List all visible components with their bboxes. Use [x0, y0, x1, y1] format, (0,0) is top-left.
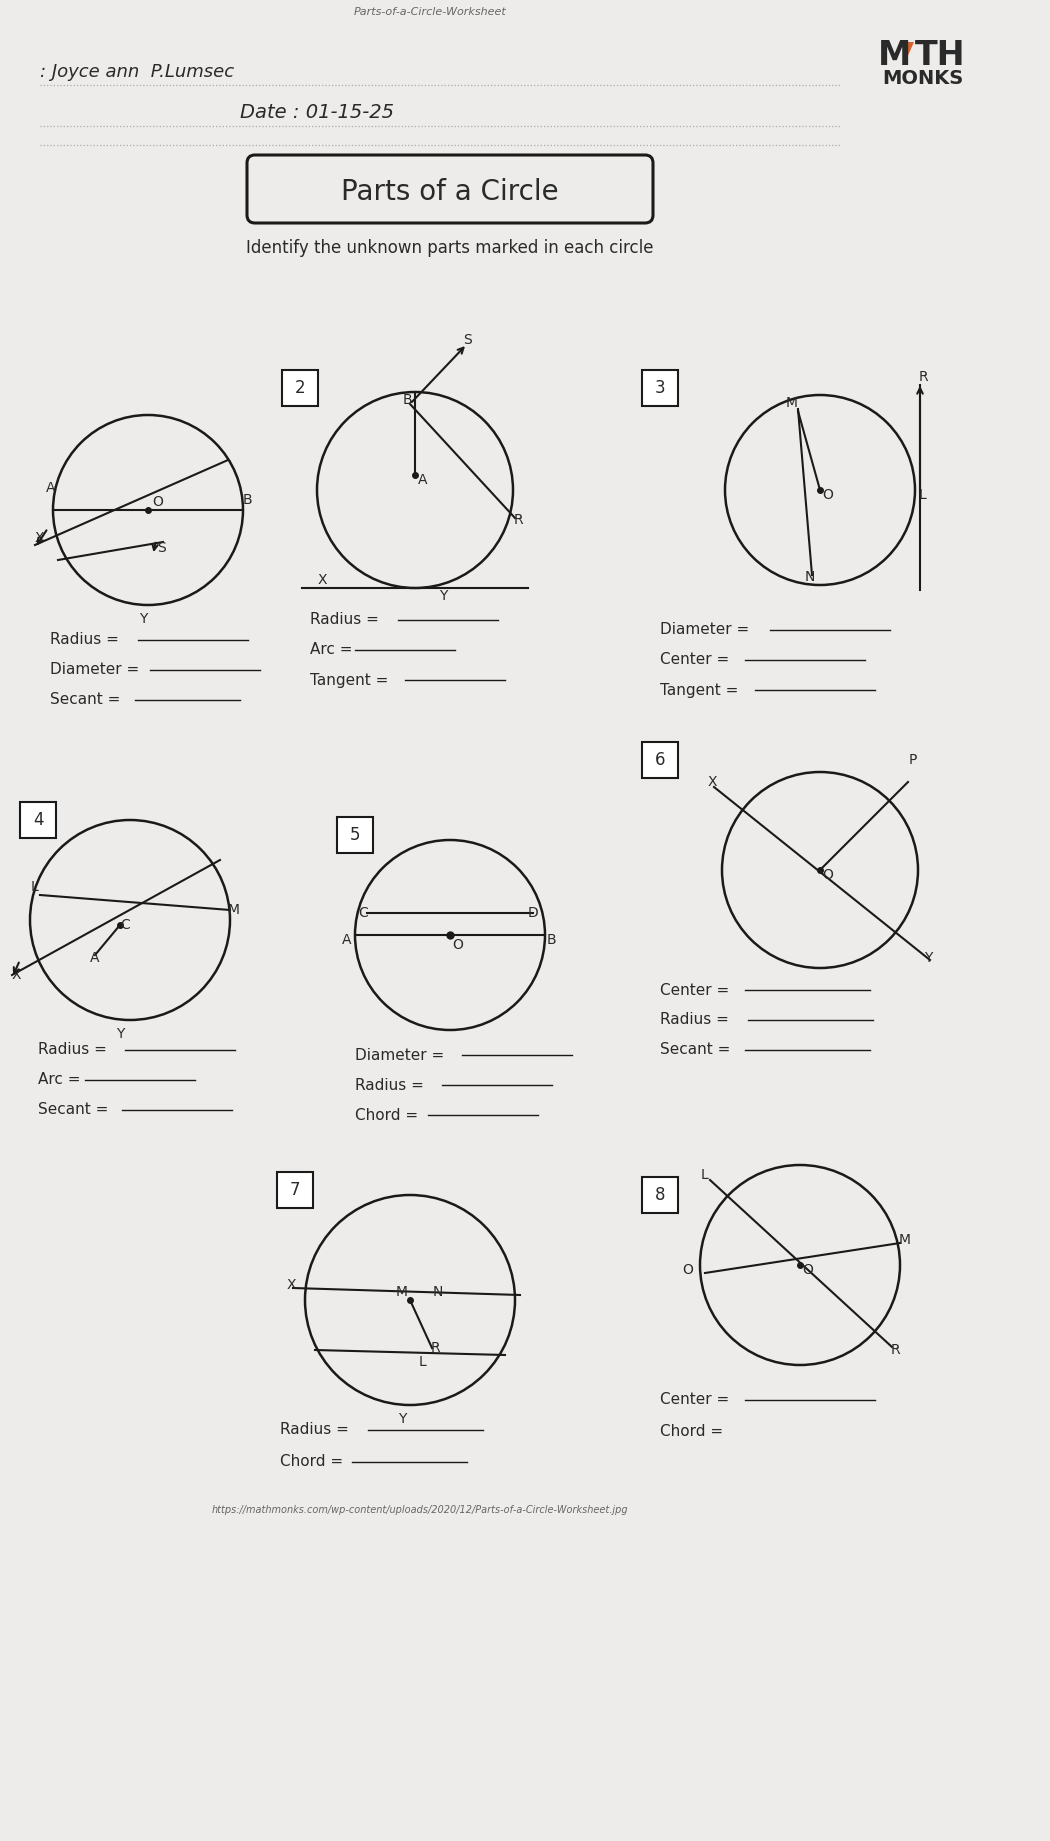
Text: X: X — [35, 530, 44, 545]
Text: M: M — [228, 902, 240, 917]
FancyBboxPatch shape — [247, 155, 653, 223]
Text: N: N — [433, 1285, 443, 1300]
Text: Identify the unknown parts marked in each circle: Identify the unknown parts marked in eac… — [247, 239, 654, 258]
Text: C: C — [358, 906, 367, 920]
Text: Chord =: Chord = — [280, 1454, 343, 1469]
Text: L: L — [418, 1355, 426, 1370]
FancyBboxPatch shape — [642, 370, 678, 407]
Text: Radius =: Radius = — [50, 633, 119, 648]
FancyBboxPatch shape — [282, 370, 318, 407]
Text: Secant =: Secant = — [660, 1042, 731, 1057]
Polygon shape — [900, 42, 914, 59]
Text: Radius =: Radius = — [660, 1013, 729, 1027]
Text: Radius =: Radius = — [280, 1423, 349, 1438]
Text: Radius =: Radius = — [355, 1077, 424, 1092]
Text: Y: Y — [924, 952, 932, 965]
Text: Chord =: Chord = — [660, 1425, 723, 1440]
Text: M: M — [786, 396, 798, 411]
Text: Y: Y — [139, 611, 147, 626]
FancyBboxPatch shape — [337, 817, 373, 852]
Text: O: O — [682, 1263, 693, 1278]
Text: Date : 01-15-25: Date : 01-15-25 — [240, 103, 394, 122]
Text: O: O — [453, 939, 463, 952]
FancyBboxPatch shape — [20, 803, 56, 838]
FancyBboxPatch shape — [277, 1173, 313, 1208]
Text: Tangent =: Tangent = — [660, 683, 738, 698]
Text: Radius =: Radius = — [310, 613, 379, 628]
Text: X: X — [287, 1278, 296, 1292]
Text: Diameter =: Diameter = — [355, 1048, 444, 1062]
Text: MONKS: MONKS — [882, 68, 963, 88]
Text: 5: 5 — [350, 827, 360, 843]
Text: Arc =: Arc = — [38, 1073, 81, 1088]
Text: O: O — [822, 488, 834, 503]
Text: D: D — [527, 906, 539, 920]
Text: TH: TH — [915, 39, 966, 72]
Text: R: R — [430, 1340, 440, 1355]
Text: Center =: Center = — [660, 652, 730, 668]
Text: Center =: Center = — [660, 983, 730, 998]
Text: R: R — [890, 1342, 900, 1357]
Text: X: X — [317, 573, 327, 587]
Text: Chord =: Chord = — [355, 1108, 418, 1123]
Text: Diameter =: Diameter = — [50, 663, 140, 677]
Text: L: L — [919, 488, 927, 503]
Text: O: O — [152, 495, 164, 508]
Text: Secant =: Secant = — [50, 692, 121, 707]
Text: Y: Y — [439, 589, 447, 604]
Text: O: O — [802, 1263, 814, 1278]
Text: M: M — [396, 1285, 408, 1300]
Text: Diameter =: Diameter = — [660, 622, 750, 637]
Text: X: X — [12, 968, 21, 981]
Text: A: A — [342, 933, 352, 946]
Text: 7: 7 — [290, 1180, 300, 1198]
Text: Y: Y — [398, 1412, 406, 1427]
Text: https://mathmonks.com/wp-content/uploads/2020/12/Parts-of-a-Circle-Worksheet.jpg: https://mathmonks.com/wp-content/uploads… — [212, 1504, 628, 1515]
Text: B: B — [243, 493, 252, 506]
Text: 6: 6 — [655, 751, 666, 770]
Text: Center =: Center = — [660, 1392, 730, 1408]
Text: 8: 8 — [655, 1186, 666, 1204]
Text: Secant =: Secant = — [38, 1103, 108, 1117]
FancyBboxPatch shape — [642, 742, 678, 779]
Text: 2: 2 — [295, 379, 306, 398]
Text: Parts-of-a-Circle-Worksheet: Parts-of-a-Circle-Worksheet — [354, 7, 506, 17]
Text: Parts of a Circle: Parts of a Circle — [341, 179, 559, 206]
Text: M: M — [899, 1233, 911, 1246]
Text: N: N — [804, 571, 815, 584]
Text: L: L — [701, 1167, 709, 1182]
Text: X: X — [708, 775, 717, 790]
Text: C: C — [120, 919, 130, 932]
Text: : Joyce ann  P.Lumsec: : Joyce ann P.Lumsec — [40, 63, 234, 81]
Text: R: R — [918, 370, 928, 385]
Text: S: S — [158, 541, 166, 554]
Text: 4: 4 — [33, 812, 43, 828]
Text: M: M — [878, 39, 911, 72]
Text: B: B — [402, 392, 412, 407]
Text: A: A — [418, 473, 427, 488]
Text: Tangent =: Tangent = — [310, 672, 388, 687]
Text: Arc =: Arc = — [310, 643, 353, 657]
FancyBboxPatch shape — [642, 1176, 678, 1213]
Text: Radius =: Radius = — [38, 1042, 107, 1057]
Text: 3: 3 — [655, 379, 666, 398]
Text: A: A — [90, 952, 100, 965]
Text: S: S — [463, 333, 471, 346]
Text: Y: Y — [116, 1027, 124, 1040]
Text: O: O — [822, 867, 834, 882]
Text: B: B — [546, 933, 555, 946]
Text: L: L — [32, 880, 39, 895]
Text: A: A — [46, 481, 56, 495]
Text: P: P — [909, 753, 918, 768]
Text: R: R — [513, 514, 523, 527]
